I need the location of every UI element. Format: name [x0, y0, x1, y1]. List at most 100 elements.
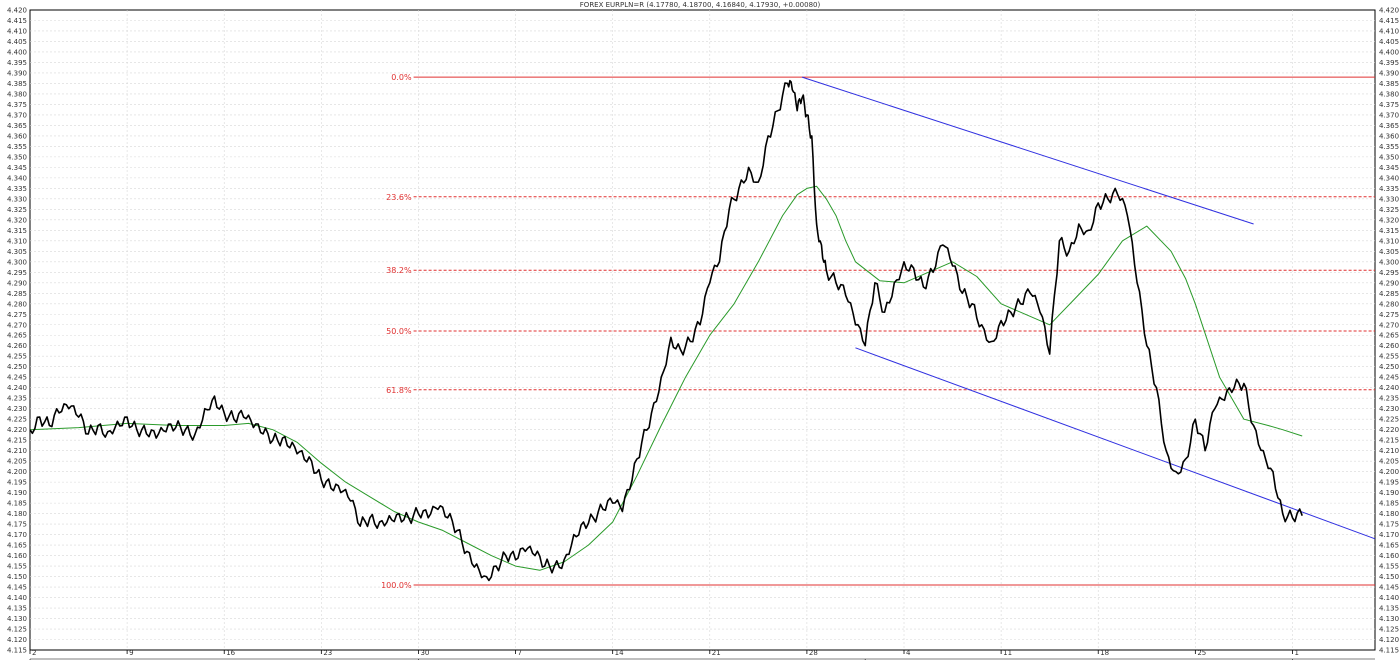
y-tick-label-left: 4.185 [7, 500, 27, 508]
y-tick-label-right: 4.340 [1379, 174, 1399, 182]
y-tick-label-right: 4.130 [1379, 615, 1399, 623]
y-tick-label-left: 4.350 [7, 153, 27, 161]
plot-area [29, 9, 1376, 651]
x-tick-label: 11 [1003, 649, 1012, 657]
y-tick-label-left: 4.315 [7, 227, 27, 235]
y-tick-label-right: 4.255 [1379, 353, 1399, 361]
fib-level-label: 50.0% [386, 327, 412, 336]
y-tick-label-left: 4.190 [7, 489, 27, 497]
y-tick-label-right: 4.180 [1379, 510, 1399, 518]
y-tick-label-right: 4.390 [1379, 69, 1399, 77]
y-tick-label-right: 4.355 [1379, 143, 1399, 151]
y-tick-label-left: 4.155 [7, 563, 27, 571]
x-tick-label: 18 [1100, 649, 1109, 657]
moving-average-line [29, 185, 1303, 571]
y-tick-label-right: 4.300 [1379, 258, 1399, 266]
y-tick-label-left: 4.320 [7, 216, 27, 224]
y-tick-label-right: 4.120 [1379, 636, 1399, 644]
y-tick-label-left: 4.325 [7, 206, 27, 214]
x-tick-label: 30 [420, 649, 429, 657]
x-tick-label: 1 [1294, 649, 1298, 657]
y-tick-label-left: 4.145 [7, 584, 27, 592]
y-tick-label-right: 4.245 [1379, 374, 1399, 382]
x-tick-label: 9 [129, 649, 133, 657]
y-tick-label-left: 4.420 [7, 7, 27, 15]
chart-title: FOREX EURPLN=R (4.17780, 4.18700, 4.1684… [580, 1, 821, 9]
y-tick-label-right: 4.240 [1379, 384, 1399, 392]
y-tick-label-left: 4.135 [7, 605, 27, 613]
y-tick-label-left: 4.130 [7, 615, 27, 623]
y-tick-label-right: 4.415 [1379, 17, 1399, 25]
y-tick-label-right: 4.365 [1379, 122, 1399, 130]
y-tick-label-left: 4.125 [7, 626, 27, 634]
y-tick-label-right: 4.175 [1379, 521, 1399, 529]
y-tick-label-right: 4.410 [1379, 27, 1399, 35]
y-tick-label-left: 4.380 [7, 90, 27, 98]
y-tick-label-right: 4.350 [1379, 153, 1399, 161]
y-tick-label-left: 4.355 [7, 143, 27, 151]
y-tick-label-right: 4.150 [1379, 573, 1399, 581]
y-tick-label-left: 4.360 [7, 132, 27, 140]
y-tick-label-right: 4.380 [1379, 90, 1399, 98]
y-tick-label-left: 4.200 [7, 468, 27, 476]
y-tick-label-left: 4.270 [7, 321, 27, 329]
y-tick-label-right: 4.115 [1379, 647, 1399, 655]
y-tick-label-left: 4.160 [7, 552, 27, 560]
x-tick-label: 2 [32, 649, 36, 657]
y-tick-label-left: 4.285 [7, 290, 27, 298]
y-tick-label-left: 4.215 [7, 437, 27, 445]
y-tick-label-left: 4.365 [7, 122, 27, 130]
y-tick-label-right: 4.160 [1379, 552, 1399, 560]
y-tick-label-left: 4.385 [7, 80, 27, 88]
y-tick-label-right: 4.360 [1379, 132, 1399, 140]
y-tick-label-right: 4.285 [1379, 290, 1399, 298]
y-tick-label-left: 4.245 [7, 374, 27, 382]
y-tick-label-left: 4.255 [7, 353, 27, 361]
y-tick-label-left: 4.115 [7, 647, 27, 655]
x-tick-label: 21 [712, 649, 721, 657]
y-tick-label-right: 4.400 [1379, 48, 1399, 56]
y-tick-label-right: 4.375 [1379, 101, 1399, 109]
y-tick-label-left: 4.410 [7, 27, 27, 35]
y-tick-label-right: 4.185 [1379, 500, 1399, 508]
y-tick-label-right: 4.280 [1379, 300, 1399, 308]
y-tick-label-right: 4.405 [1379, 38, 1399, 46]
fib-level-label: 38.2% [386, 266, 412, 275]
y-tick-label-right: 4.235 [1379, 395, 1399, 403]
y-tick-label-left: 4.415 [7, 17, 27, 25]
y-tick-label-right: 4.315 [1379, 227, 1399, 235]
y-tick-label-right: 4.220 [1379, 426, 1399, 434]
y-tick-label-right: 4.420 [1379, 7, 1399, 15]
y-tick-label-left: 4.225 [7, 416, 27, 424]
x-tick-label: 25 [1197, 649, 1206, 657]
y-tick-label-left: 4.335 [7, 185, 27, 193]
y-tick-label-left: 4.165 [7, 542, 27, 550]
y-tick-label-left: 4.370 [7, 111, 27, 119]
price-line [29, 79, 1303, 582]
y-tick-label-right: 4.215 [1379, 437, 1399, 445]
y-tick-label-right: 4.305 [1379, 248, 1399, 256]
y-tick-label-right: 4.135 [1379, 605, 1399, 613]
y-tick-label-left: 4.210 [7, 447, 27, 455]
y-tick-label-left: 4.390 [7, 69, 27, 77]
y-tick-label-left: 4.275 [7, 311, 27, 319]
y-tick-label-right: 4.275 [1379, 311, 1399, 319]
y-tick-label-right: 4.155 [1379, 563, 1399, 571]
y-tick-label-left: 4.240 [7, 384, 27, 392]
y-tick-label-right: 4.395 [1379, 59, 1399, 67]
y-tick-label-right: 4.230 [1379, 405, 1399, 413]
y-tick-label-right: 4.270 [1379, 321, 1399, 329]
y-tick-label-right: 4.325 [1379, 206, 1399, 214]
y-tick-label-right: 4.265 [1379, 332, 1399, 340]
y-tick-label-left: 4.400 [7, 48, 27, 56]
fib-level-label: 23.6% [386, 193, 412, 202]
y-tick-label-left: 4.295 [7, 269, 27, 277]
y-tick-label-right: 4.370 [1379, 111, 1399, 119]
y-tick-label-right: 4.170 [1379, 531, 1399, 539]
y-tick-label-left: 4.180 [7, 510, 27, 518]
x-tick-label: 4 [906, 649, 911, 657]
y-tick-label-left: 4.260 [7, 342, 27, 350]
y-tick-label-left: 4.300 [7, 258, 27, 266]
trend-line [855, 347, 1376, 540]
y-tick-label-left: 4.205 [7, 458, 27, 466]
